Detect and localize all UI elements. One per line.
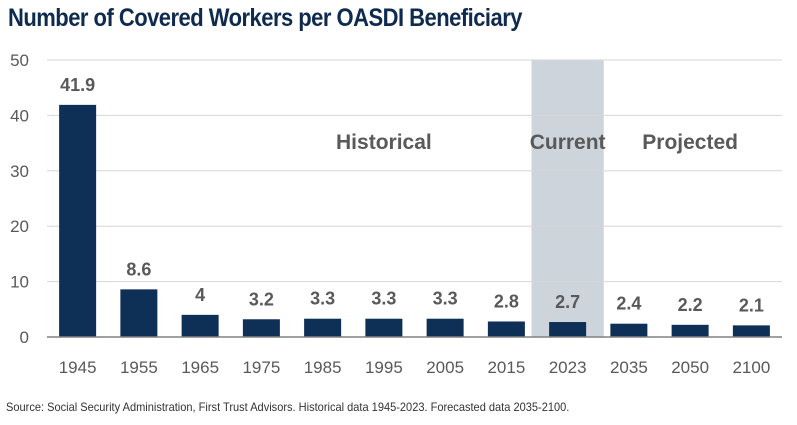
y-tick-label: 0 xyxy=(20,328,29,347)
chart-title: Number of Covered Workers per OASDI Bene… xyxy=(8,4,522,32)
y-tick-label: 30 xyxy=(10,162,29,181)
bar-2100 xyxy=(732,325,770,337)
source-note: Source: Social Security Administration, … xyxy=(6,400,570,414)
data-label: 8.6 xyxy=(126,259,151,279)
bar-2035 xyxy=(610,323,648,337)
x-tick-label: 1985 xyxy=(304,358,342,377)
data-label: 4 xyxy=(195,285,205,305)
x-tick-label: 1955 xyxy=(120,358,158,377)
x-tick-label: 2023 xyxy=(549,358,587,377)
bar-2023 xyxy=(549,322,587,337)
bar-1975 xyxy=(242,319,280,337)
annotation-historical: Historical xyxy=(336,131,432,154)
bar-1995 xyxy=(365,318,403,337)
data-label: 2.1 xyxy=(739,295,764,315)
bar-1965 xyxy=(181,314,219,337)
x-tick-label: 2100 xyxy=(732,358,770,377)
bar-2050 xyxy=(671,324,709,337)
x-tick-label: 1995 xyxy=(365,358,403,377)
data-labels: 41.9 8.6 4 3.2 3.3 3.3 3.3 2.8 2.7 2.4 2.2 2.1 xyxy=(60,75,764,315)
bar-1945 xyxy=(59,104,97,338)
x-tick-label: 1945 xyxy=(59,358,97,377)
data-label: 41.9 xyxy=(60,75,95,95)
data-label: 3.3 xyxy=(371,289,396,309)
y-tick-label: 20 xyxy=(10,217,29,236)
y-tick-label: 50 xyxy=(10,51,29,70)
bar-2015 xyxy=(487,321,525,337)
x-tick-label: 1975 xyxy=(242,358,280,377)
x-tick-label: 2005 xyxy=(426,358,464,377)
x-tick-label: 2035 xyxy=(610,358,648,377)
data-label: 2.8 xyxy=(494,291,519,311)
x-tick-labels: 1945 1955 1965 1975 1985 1995 2005 2015 2023 2035… xyxy=(59,358,771,377)
data-label: 3.3 xyxy=(310,289,335,309)
x-tick-label: 2050 xyxy=(671,358,709,377)
y-tick-label: 40 xyxy=(10,106,29,125)
x-tick-label: 2015 xyxy=(487,358,525,377)
data-label: 2.2 xyxy=(678,295,703,315)
period-annotations: Historical Current Projected xyxy=(336,131,738,154)
data-label: 3.3 xyxy=(433,289,458,309)
bar-chart: 0 10 20 30 40 50 1945 1955 1965 1975 1985 1995 2005… xyxy=(10,51,782,377)
bar-1955 xyxy=(120,289,158,337)
y-tick-labels: 0 10 20 30 40 50 xyxy=(10,51,29,347)
annotation-current: Current xyxy=(530,131,606,154)
data-label: 2.4 xyxy=(616,294,641,314)
y-tick-label: 10 xyxy=(10,273,29,292)
x-tick-label: 1965 xyxy=(181,358,219,377)
bar-1985 xyxy=(304,318,342,337)
data-label: 2.7 xyxy=(555,292,580,312)
bar-2005 xyxy=(426,318,464,337)
annotation-projected: Projected xyxy=(642,131,738,154)
data-label: 3.2 xyxy=(249,289,274,309)
gridlines xyxy=(47,59,782,283)
bars xyxy=(59,104,770,338)
current-period-highlight xyxy=(531,60,604,337)
